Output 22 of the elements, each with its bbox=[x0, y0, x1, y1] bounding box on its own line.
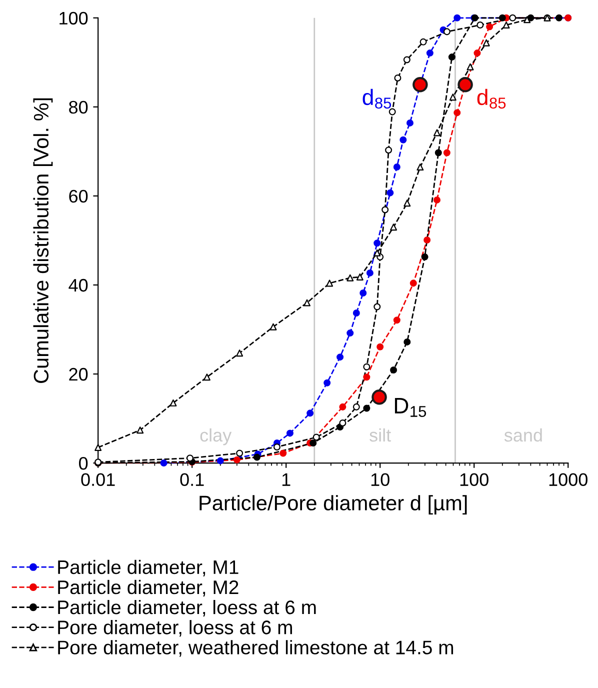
y-tick-label: 60 bbox=[69, 190, 88, 203]
x-tick-label: 1000 bbox=[549, 473, 588, 486]
x-tick-label: 0.01 bbox=[81, 473, 115, 486]
y-tick-label: 20 bbox=[69, 368, 88, 381]
annotation: d$_{85}$ bbox=[362, 88, 392, 109]
legend-label: Particle diameter, M2 bbox=[58, 580, 238, 596]
y-tick-label: 100 bbox=[60, 12, 88, 25]
x-tick-label: 100 bbox=[460, 473, 488, 486]
y-tick-label: 80 bbox=[69, 100, 88, 114]
y-tick-label: 0 bbox=[79, 456, 88, 470]
x-tick-label: 1 bbox=[282, 473, 290, 486]
x-axis-title: Particle/Pore diameter d [µm] bbox=[200, 495, 467, 515]
legend-label: Pore diameter, weathered limestone at 14.5 m bbox=[58, 640, 454, 657]
annotation: D$_{15}$ bbox=[394, 398, 426, 417]
x-tick-label: 0.1 bbox=[180, 473, 204, 486]
y-tick-label: 40 bbox=[68, 278, 88, 292]
annotation: d$_{85}$ bbox=[477, 88, 506, 109]
legend-label: Particle diameter, loess at 6 m bbox=[58, 600, 316, 617]
y-axis-title: Cumulative distribution [Vol. %] bbox=[33, 98, 53, 383]
legend-label: Pore diameter, loess at 6 m bbox=[58, 620, 292, 637]
x-tick-label: 10 bbox=[371, 473, 390, 486]
legend-label: Particle diameter, M1 bbox=[58, 560, 238, 576]
